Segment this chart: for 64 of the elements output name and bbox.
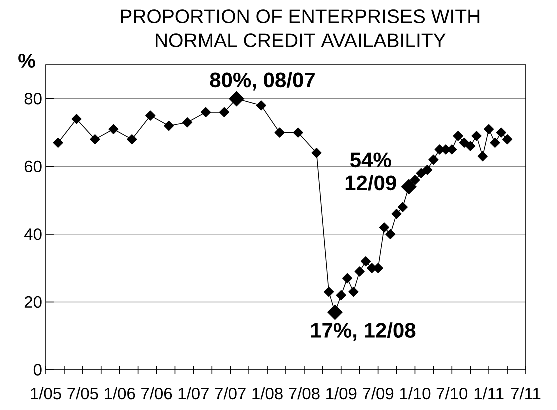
point [360,256,372,267]
point [392,209,402,220]
x-tick-label: 1/05 [31,388,62,400]
annotation: 17%, 12/08 [311,322,416,342]
point [336,290,346,301]
x-tick-label: 1/11 [474,388,504,400]
point [496,128,506,138]
point [324,286,334,298]
point [293,128,304,138]
x-tick-label: 1/06 [105,388,136,400]
chart-title: PROPORTION OF ENTERPRISES WITH NORMAL CREDIT AVAILABILITY [121,10,480,48]
annotation: 80%, 08/07 [210,72,315,91]
x-tick-label: 7/08 [289,388,320,400]
point [410,175,420,186]
x-tick-label: 7/05 [68,388,98,400]
point [228,91,245,107]
point [90,134,100,145]
point [490,138,500,148]
point [164,120,174,132]
point [108,124,119,134]
point [502,134,513,145]
point [200,107,212,118]
y-tick-label: 20 [24,296,42,308]
point [312,148,322,158]
x-tick-label: 1/10 [400,388,431,400]
y-tick-label: 60 [24,160,42,173]
x-tick-label: 7/11 [511,388,541,400]
point [182,118,193,128]
point [127,134,138,145]
point [72,114,82,124]
point [428,154,439,165]
point [342,273,353,284]
x-tick-label: 1/07 [178,388,209,400]
x-tick-label: 7/06 [142,388,172,400]
point [401,179,417,195]
point [53,138,64,148]
x-tick-label: 7/10 [436,388,468,400]
y-axis-title: % [18,54,36,68]
point [327,304,344,320]
point [453,131,464,142]
y-tick-label: 40 [24,228,42,240]
point [466,141,476,152]
y-tick-label: 80 [24,93,42,105]
point [478,151,488,162]
point [484,124,494,134]
point [459,138,470,148]
point [398,202,408,212]
point [256,100,266,111]
x-tick-label: 1/09 [326,388,357,400]
point [386,229,396,240]
point [219,107,230,118]
point [416,168,426,179]
y-tick-label: 0 [34,364,42,376]
x-tick-label: 7/07 [215,388,246,400]
x-tick-label: 7/09 [363,388,394,400]
point [146,110,156,121]
point [274,128,285,138]
point [472,131,482,142]
point [348,286,359,298]
point [354,266,365,277]
point [379,222,390,233]
annotation: 54% 12/09 [346,152,396,191]
x-tick-label: 1/08 [252,388,283,400]
point [422,164,433,176]
